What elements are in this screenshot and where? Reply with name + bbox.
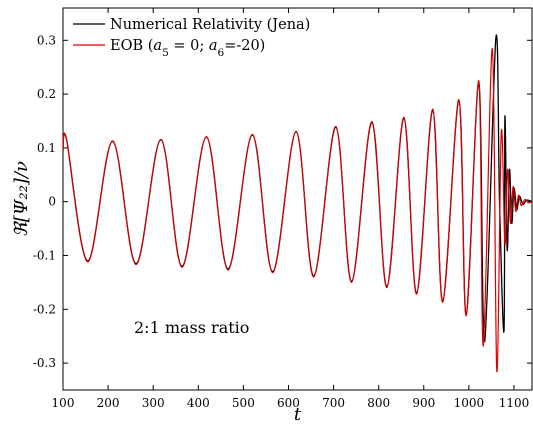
x-tick-label: 1000 [454,396,485,410]
legend: Numerical Relativity (Jena) EOB (a5 = 0;… [73,17,310,59]
mass-ratio-annotation: 2:1 mass ratio [134,318,249,337]
legend-label-part: =-20) [224,38,265,54]
legend-label-part: 5 [162,47,169,59]
series-line-eob [62,47,533,372]
x-tick-label: 300 [142,396,165,410]
y-tick-label: 0.3 [37,33,56,47]
y-tick-label: -0.2 [33,302,56,316]
legend-label-part: = 0; [169,38,209,54]
series-line-nr [62,34,533,343]
y-tick-label: 0 [48,195,56,209]
y-tick-label: 0.1 [37,141,56,155]
x-tick-label: 800 [367,396,390,410]
plot-border [62,7,533,391]
y-tick-label: -0.3 [33,356,56,370]
x-tick-label: 500 [232,396,255,410]
axis-ticks: 100 200 300 400 500 600 700 800 900 1000 1100 0.3 0.… [33,8,532,410]
x-tick-label: 100 [52,396,75,410]
x-tick-label: 1100 [499,396,530,410]
y-axis-label: ℜ[Ψ₂₂]/ν [11,161,32,237]
x-tick-label: 200 [97,396,120,410]
legend-label-part: EOB ( [110,38,153,54]
x-tick-label: 900 [412,396,435,410]
y-tick-label: 0.2 [37,87,56,101]
legend-label-part: 6 [218,47,225,59]
plot-frame [62,7,533,391]
series-lines [62,34,533,372]
legend-label-eob: EOB (a5 = 0; a6=-20) [110,38,265,59]
x-tick-label: 700 [322,396,345,410]
x-axis-label: t [294,404,302,424]
legend-label-nr: Numerical Relativity (Jena) [110,17,310,33]
y-tick-label: -0.1 [33,248,56,262]
x-tick-label: 600 [277,396,300,410]
legend-label-part: a [153,38,162,54]
legend-label-part: a [209,38,218,54]
x-tick-label: 400 [187,396,210,410]
